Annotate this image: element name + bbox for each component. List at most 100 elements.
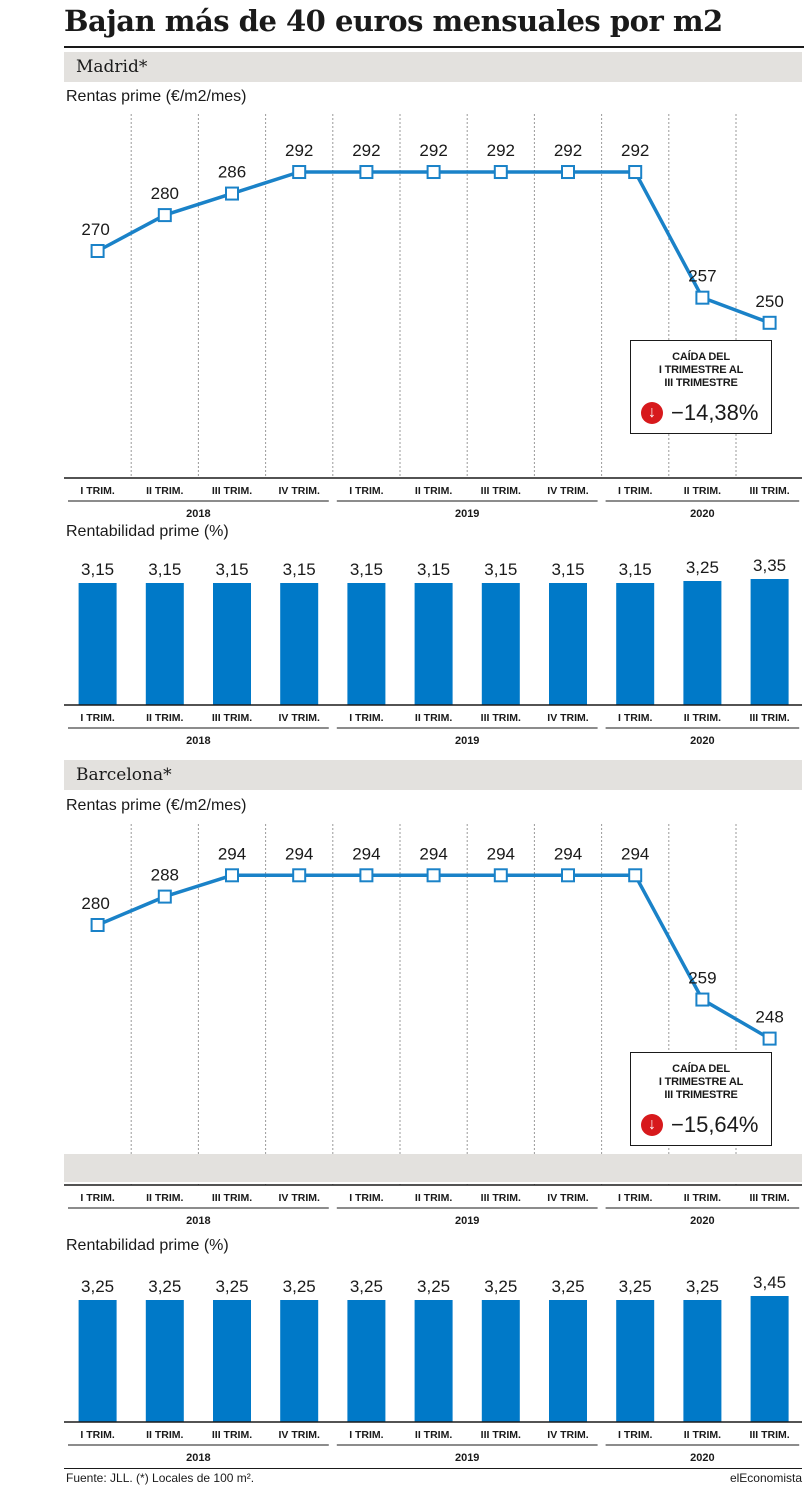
- data-point: [628, 165, 643, 180]
- data-point: [225, 868, 239, 883]
- c3-yield-quarter-tick: III TRIM.: [212, 1429, 252, 1441]
- barcelona-callout-value: −15,64%: [671, 1112, 759, 1137]
- c2-rent-quarter-tick: I TRIM.: [618, 1192, 652, 1204]
- bar: [481, 1300, 520, 1422]
- data-point: [157, 889, 172, 904]
- c2-rent-year-label: 2019: [455, 1215, 479, 1227]
- c2-rent-quarter-tick: I TRIM.: [80, 1192, 114, 1204]
- bar-value-label: 3,25: [81, 1277, 114, 1296]
- data-label: 248: [755, 1008, 783, 1027]
- bar-value-label: 3,15: [81, 560, 114, 579]
- bar: [549, 1300, 587, 1422]
- c0-rent-year-label: 2018: [186, 508, 210, 520]
- c3-yield-quarter-tick: III TRIM.: [481, 1429, 521, 1441]
- c1-yield-quarter-tick: IV TRIM.: [278, 712, 319, 724]
- data-point: [359, 868, 374, 883]
- section-label-barcelona: Barcelona*: [76, 765, 172, 785]
- bar-value-label: 3,25: [619, 1277, 652, 1296]
- c0-rent-quarter-tick: I TRIM.: [349, 485, 383, 497]
- bar-value-label: 3,25: [417, 1277, 450, 1296]
- bar: [347, 1300, 386, 1422]
- c2-rent-quarter-tick: IV TRIM.: [278, 1192, 319, 1204]
- data-label: 292: [487, 141, 515, 160]
- madrid-callout-value: −14,38%: [671, 400, 759, 425]
- c2-rent-year-label: 2020: [690, 1215, 714, 1227]
- bar-value-label: 3,25: [283, 1277, 316, 1296]
- data-label: 286: [218, 163, 246, 182]
- data-label: 294: [487, 844, 515, 863]
- bar: [78, 1300, 117, 1422]
- c2-rent-quarter-tick: III TRIM.: [481, 1192, 521, 1204]
- bar: [481, 583, 520, 705]
- bar-value-label: 3,25: [686, 1277, 719, 1296]
- bar: [347, 583, 386, 705]
- c1-yield-quarter-tick: II TRIM.: [415, 712, 452, 724]
- bar-value-label: 3,25: [686, 558, 719, 577]
- data-label: 257: [688, 267, 716, 286]
- data-point: [493, 868, 508, 883]
- bar: [414, 1300, 453, 1422]
- c2-rent-quarter-tick: III TRIM.: [212, 1192, 252, 1204]
- c0-rent-quarter-tick: II TRIM.: [415, 485, 452, 497]
- brand-logo-text: elEconomista: [729, 1471, 802, 1485]
- bar: [78, 583, 117, 705]
- bar: [616, 583, 655, 705]
- c1-yield-quarter-tick: II TRIM.: [146, 712, 183, 724]
- barcelona-rent-subtitle: Rentas prime (€/m2/mes): [66, 797, 247, 814]
- barcelona-drop-callout: CAÍDA DEL I TRIMESTRE AL III TRIMESTRE ↓…: [630, 1052, 772, 1146]
- c1-yield-quarter-tick: III TRIM.: [481, 712, 521, 724]
- c0-rent-quarter-tick: III TRIM.: [212, 485, 252, 497]
- data-point: [628, 868, 643, 883]
- data-point: [292, 868, 307, 883]
- bar: [280, 1300, 319, 1422]
- c1-yield-quarter-tick: I TRIM.: [618, 712, 652, 724]
- madrid-rent-subtitle: Rentas prime (€/m2/mes): [66, 88, 247, 105]
- data-point: [695, 290, 710, 305]
- c3-yield-quarter-tick: IV TRIM.: [278, 1429, 319, 1441]
- bar: [549, 583, 587, 705]
- down-arrow-icon: ↓: [641, 1114, 663, 1136]
- chart-title: Bajan más de 40 euros mensuales por m2: [64, 4, 723, 38]
- barcelona-rent-line-chart: 280 288 294 294 294 294 294 294 294 259 248 I TRIM.…: [64, 824, 802, 1227]
- c3-yield-quarter-tick: II TRIM.: [146, 1429, 183, 1441]
- data-point: [359, 165, 374, 180]
- footer-rule: [64, 1468, 802, 1469]
- data-point: [493, 165, 508, 180]
- c2-rent-year-label: 2018: [186, 1215, 210, 1227]
- section-band-madrid: [64, 52, 802, 82]
- c3-yield-year-label: 2020: [690, 1452, 714, 1464]
- data-label: 294: [554, 844, 582, 863]
- c0-rent-quarter-tick: III TRIM.: [749, 485, 789, 497]
- data-label: 294: [352, 844, 380, 863]
- c2-rent-quarter-tick: III TRIM.: [749, 1192, 789, 1204]
- down-arrow-icon: ↓: [641, 402, 663, 424]
- c1-yield-quarter-tick: III TRIM.: [749, 712, 789, 724]
- c2-rent-quarter-tick: I TRIM.: [349, 1192, 383, 1204]
- data-label: 292: [419, 141, 447, 160]
- title-rule: [64, 46, 804, 48]
- c0-rent-year-label: 2019: [455, 508, 479, 520]
- bar-value-label: 3,25: [215, 1277, 248, 1296]
- bar: [750, 1296, 789, 1422]
- bar: [683, 1300, 722, 1422]
- madrid-drop-callout: CAÍDA DEL I TRIMESTRE AL III TRIMESTRE ↓…: [630, 340, 772, 434]
- bar: [145, 583, 184, 705]
- data-label: 280: [151, 184, 179, 203]
- c3-yield-quarter-tick: I TRIM.: [618, 1429, 652, 1441]
- c3-yield-quarter-tick: III TRIM.: [749, 1429, 789, 1441]
- bar: [213, 583, 251, 705]
- axis-band: [64, 1154, 802, 1182]
- data-label: 259: [688, 969, 716, 988]
- bar-value-label: 3,15: [619, 560, 652, 579]
- madrid-yield-subtitle: Rentabilidad prime (%): [66, 523, 229, 540]
- data-label: 292: [621, 141, 649, 160]
- c0-rent-quarter-tick: I TRIM.: [80, 485, 114, 497]
- c3-yield-year-label: 2019: [455, 1452, 479, 1464]
- bar: [414, 583, 453, 705]
- data-point: [561, 868, 575, 883]
- data-label: 292: [554, 141, 582, 160]
- data-point: [561, 165, 575, 180]
- c1-yield-year-label: 2018: [186, 735, 210, 747]
- data-label: 292: [285, 141, 313, 160]
- section-label-madrid: Madrid*: [76, 57, 148, 77]
